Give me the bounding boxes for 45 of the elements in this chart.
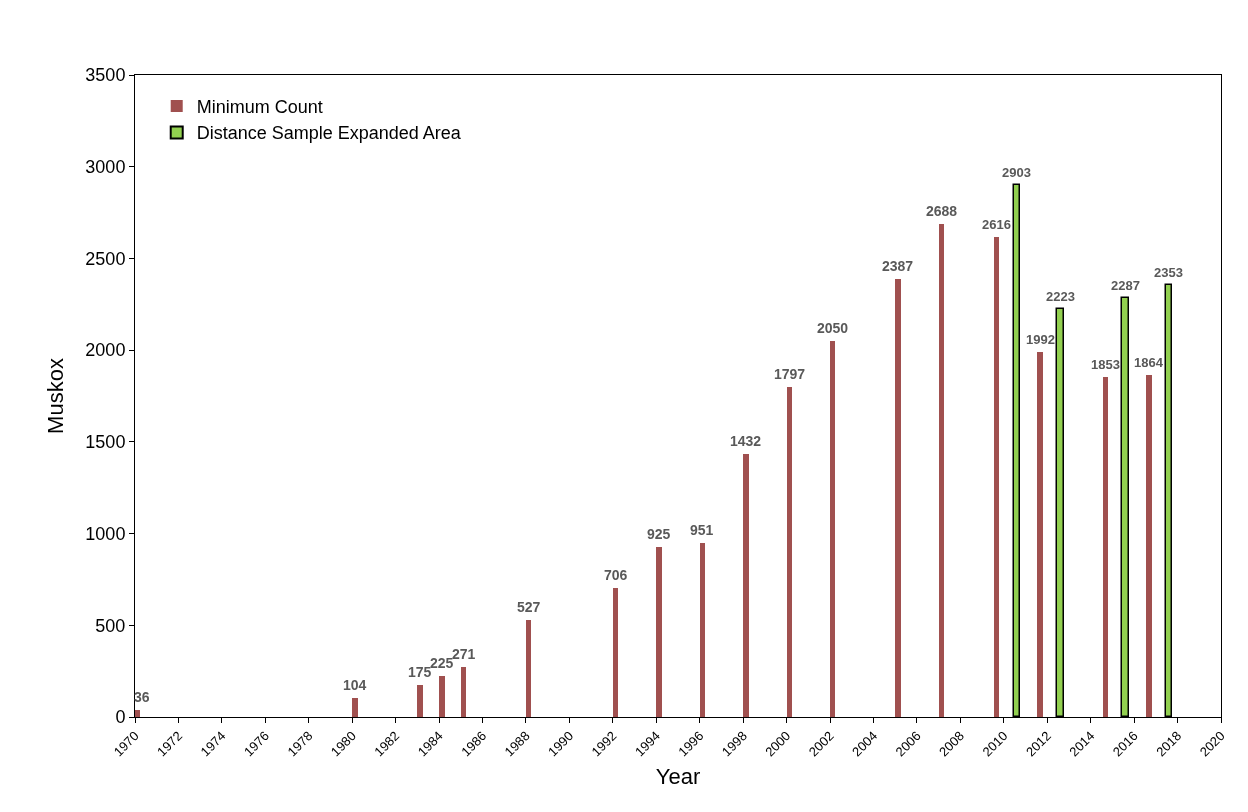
bar — [135, 710, 140, 717]
bar — [613, 588, 618, 717]
data-label: 1864 — [1134, 355, 1164, 370]
legend-label: Minimum Count — [196, 97, 323, 118]
data-label: 2688 — [926, 203, 958, 219]
data-label: 2903 — [1002, 165, 1031, 180]
y-tick-label: 1000 — [85, 523, 126, 544]
data-label: 1992 — [1026, 332, 1055, 347]
bar — [830, 341, 835, 717]
y-tick-label: 3500 — [85, 65, 126, 86]
data-label: 1853 — [1091, 357, 1120, 372]
x-axis-title: Year — [655, 764, 701, 790]
legend-label: Distance Sample Expanded Area — [196, 123, 462, 144]
y-axis-title: Muskox — [43, 358, 69, 434]
y-tick-label: 2000 — [85, 340, 126, 361]
bar — [439, 676, 445, 717]
bar — [656, 547, 662, 717]
data-label: 2050 — [817, 320, 849, 336]
bar — [417, 685, 423, 717]
data-label: 2287 — [1111, 278, 1140, 293]
y-tick-label: 2500 — [85, 248, 126, 269]
data-label: 1432 — [730, 433, 762, 449]
y-tick-label: 3000 — [85, 157, 126, 178]
bar — [700, 543, 705, 717]
data-label: 1797 — [774, 366, 806, 382]
data-label: 951 — [690, 522, 714, 538]
data-label: 527 — [517, 599, 541, 615]
bar — [787, 387, 792, 717]
data-label: 104 — [343, 677, 367, 693]
bar — [526, 620, 531, 717]
data-label: 271 — [452, 646, 476, 662]
data-label: 2616 — [982, 217, 1011, 232]
data-label: 2223 — [1046, 289, 1075, 304]
y-tick-label: 1500 — [85, 432, 126, 453]
data-label: 2387 — [882, 258, 914, 274]
data-label: 706 — [604, 567, 628, 583]
y-tick-label: 500 — [95, 615, 126, 636]
bar — [895, 279, 901, 717]
bar — [743, 454, 749, 717]
data-label: 925 — [647, 526, 671, 542]
y-tick-label: 0 — [115, 707, 126, 728]
bar — [461, 667, 466, 717]
bar — [352, 698, 358, 717]
data-label: 2353 — [1154, 265, 1183, 280]
bar — [939, 224, 944, 717]
